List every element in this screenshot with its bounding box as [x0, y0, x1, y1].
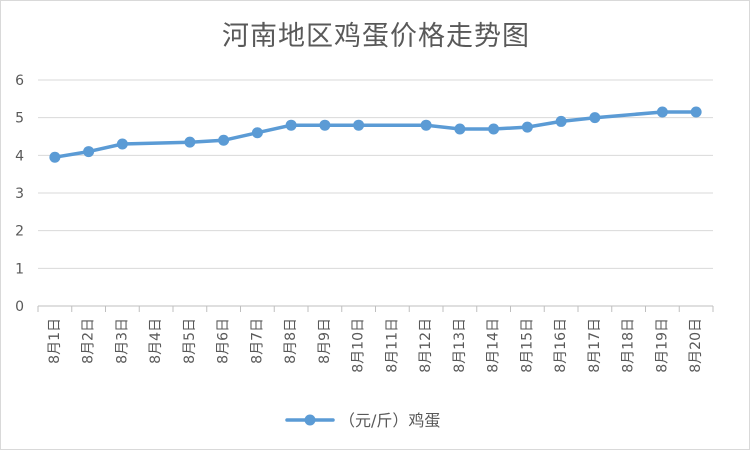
x-tick-label: 8月16日 [553, 318, 569, 373]
x-tick-label: 8月8日 [283, 318, 299, 364]
data-point[interactable] [83, 146, 95, 158]
data-point[interactable] [353, 119, 365, 131]
y-tick-label: 4 [15, 148, 24, 164]
y-tick-label: 6 [15, 73, 24, 89]
legend-label: （元/斤）鸡蛋 [339, 411, 440, 430]
data-point[interactable] [218, 134, 230, 146]
data-point[interactable] [184, 136, 196, 148]
y-tick-label: 5 [15, 111, 24, 127]
data-point[interactable] [521, 121, 533, 133]
x-tick-label: 8月14日 [486, 318, 502, 373]
y-tick-label: 1 [15, 261, 24, 277]
x-tick-label: 8月11日 [384, 318, 400, 373]
x-tick-label: 8月17日 [587, 318, 603, 373]
data-point[interactable] [285, 119, 297, 131]
x-tick-label: 8月5日 [182, 318, 198, 364]
data-point[interactable] [690, 106, 702, 118]
legend-marker-swatch [304, 414, 316, 426]
x-tick-label: 8月3日 [114, 318, 130, 364]
data-point[interactable] [319, 119, 331, 131]
legend[interactable]: （元/斤）鸡蛋 [285, 411, 440, 430]
data-point[interactable] [656, 106, 668, 118]
x-tick-label: 8月13日 [452, 318, 468, 373]
y-axis-tick-labels: 0 1 2 3 4 5 6 [15, 73, 24, 315]
x-tick-label: 8月7日 [249, 318, 265, 364]
x-tick-label: 8月6日 [216, 318, 232, 364]
x-tick-label: 8月20日 [688, 318, 704, 373]
data-point[interactable] [454, 123, 466, 135]
x-tick-label: 8月2日 [81, 318, 97, 364]
series-layer [49, 106, 702, 163]
x-tick-label: 8月10日 [351, 318, 367, 373]
chart-title: 河南地区鸡蛋价格走势图 [222, 21, 530, 52]
x-tick-label: 8月19日 [654, 318, 670, 373]
data-point[interactable] [589, 112, 601, 124]
x-axis-tick-labels: 8月1日 8月2日 8月3日 8月4日 8月5日 8月6日 8月7日 8月8日 8月9日 8月10… [47, 318, 704, 373]
y-tick-label: 2 [15, 224, 24, 240]
data-point[interactable] [420, 119, 432, 131]
x-tick-label: 8月15日 [519, 318, 535, 373]
data-point[interactable] [49, 151, 61, 163]
x-tick-label: 8月12日 [418, 318, 434, 373]
x-axis [37, 305, 714, 312]
x-tick-label: 8月18日 [621, 318, 637, 373]
gridlines [38, 79, 713, 269]
data-point[interactable] [555, 115, 567, 127]
data-point[interactable] [251, 127, 263, 139]
y-tick-label: 0 [15, 299, 24, 315]
x-tick-label: 8月4日 [148, 318, 164, 364]
y-tick-label: 3 [15, 186, 24, 202]
x-tick-label: 8月1日 [47, 318, 63, 364]
x-tick-label: 8月9日 [317, 318, 333, 364]
data-point[interactable] [116, 138, 128, 150]
data-point[interactable] [488, 123, 500, 135]
